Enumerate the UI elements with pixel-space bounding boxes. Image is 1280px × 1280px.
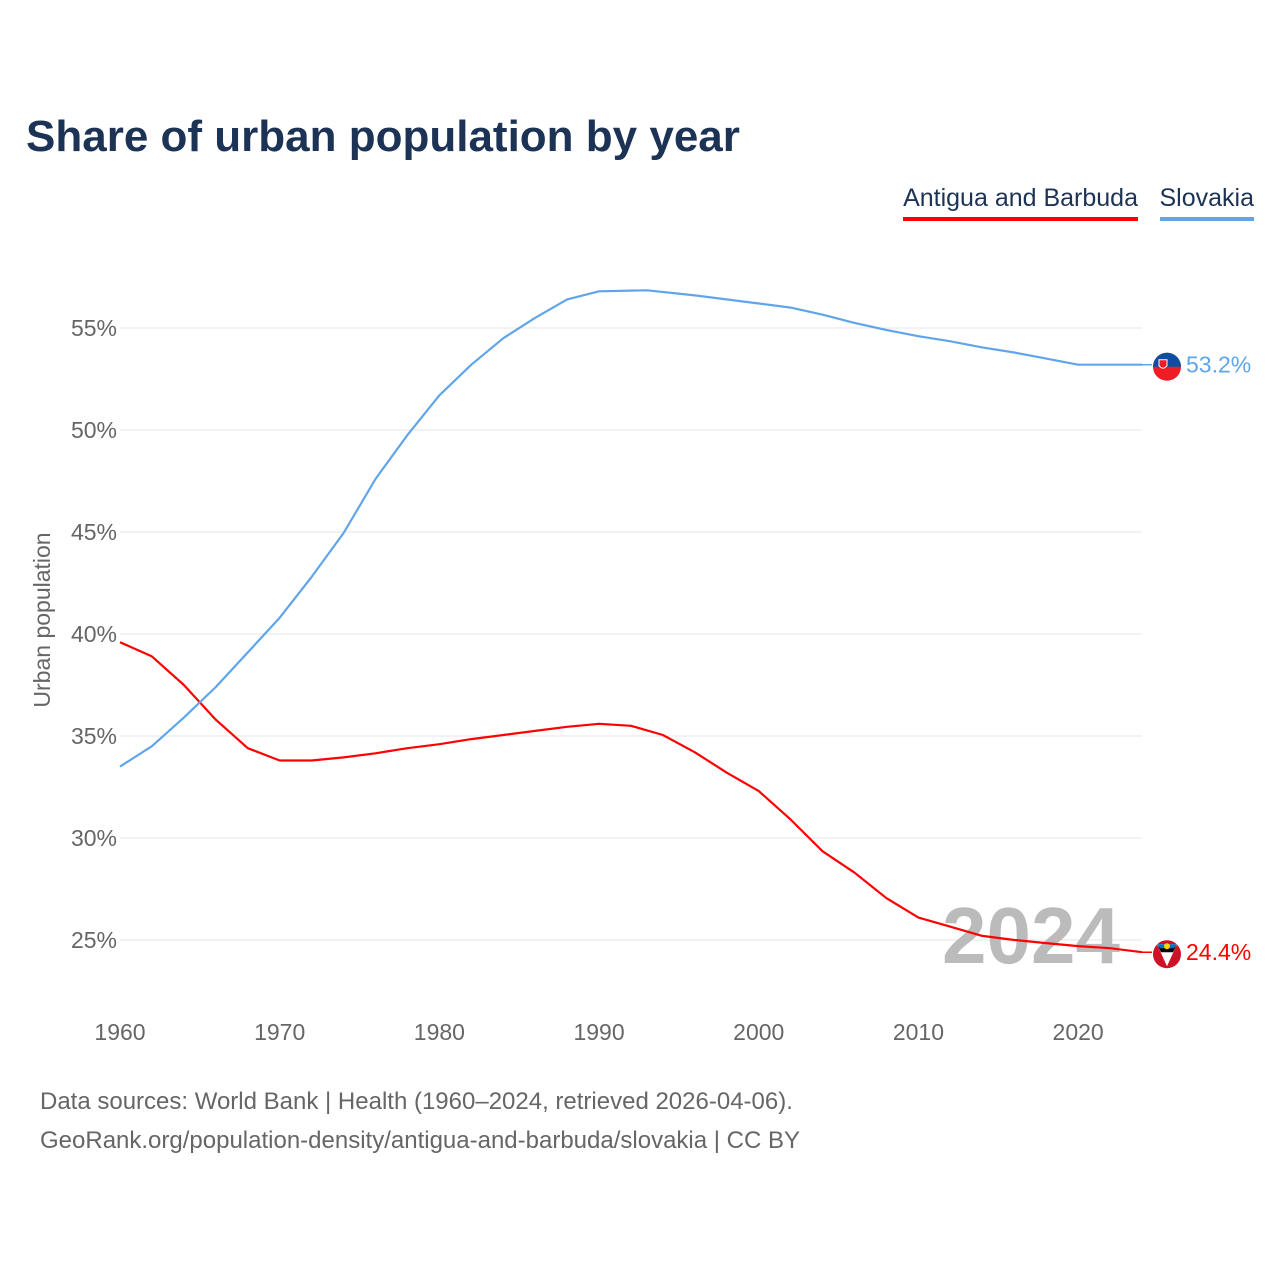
x-tick-label: 2000	[733, 1019, 784, 1045]
x-tick-label: 1980	[414, 1019, 465, 1045]
series-line-slovakia	[119, 289, 1142, 768]
series-end-labels: 24.4% 53.2%	[1142, 343, 1251, 969]
y-tick-label: 50%	[71, 417, 117, 443]
year-watermark: 2024	[942, 891, 1120, 980]
x-tick-label: 2020	[1053, 1019, 1104, 1045]
end-value-label-antigua-and-barbuda: 24.4%	[1186, 939, 1251, 965]
legend-item-slovakia[interactable]: Slovakia	[1159, 184, 1254, 221]
gridlines	[120, 327, 1142, 941]
flag-white	[1153, 343, 1181, 362]
x-tick-label: 1990	[573, 1019, 624, 1045]
y-tick-label: 25%	[71, 927, 117, 953]
series-lines	[119, 289, 1143, 954]
y-tick-label: 35%	[71, 723, 117, 749]
data-sources: Data sources: World Bank | Health (1960–…	[40, 1088, 793, 1115]
x-tick-label: 1960	[94, 1019, 145, 1045]
chart-title: Share of urban population by year	[26, 112, 740, 161]
y-axis-label: Urban population	[29, 532, 55, 707]
y-tick-label: 30%	[71, 825, 117, 851]
flag-sun	[1164, 943, 1170, 950]
flag-coat-of-arms	[1158, 359, 1168, 369]
y-axis-ticks: 25% 30% 35% 40% 45% 50% 55%	[71, 315, 117, 953]
y-tick-label: 45%	[71, 519, 117, 545]
attribution-link[interactable]: GeoRank.org/population-density/antigua-a…	[40, 1127, 801, 1154]
antigua-and-barbuda-flag-icon	[1153, 940, 1181, 969]
y-tick-label: 40%	[71, 621, 117, 647]
series-line-antigua-and-barbuda	[119, 641, 1143, 954]
x-tick-label: 1970	[254, 1019, 305, 1045]
slovakia-flag-icon	[1153, 343, 1181, 381]
end-value-label-slovakia: 53.2%	[1186, 352, 1251, 378]
y-tick-label: 55%	[71, 315, 117, 341]
legend-item-antigua-and-barbuda[interactable]: Antigua and Barbuda	[903, 184, 1138, 221]
x-tick-label: 2010	[893, 1019, 944, 1045]
x-axis-ticks: 1960 1970 1980 1990 2000 2010 2020	[94, 1019, 1103, 1045]
